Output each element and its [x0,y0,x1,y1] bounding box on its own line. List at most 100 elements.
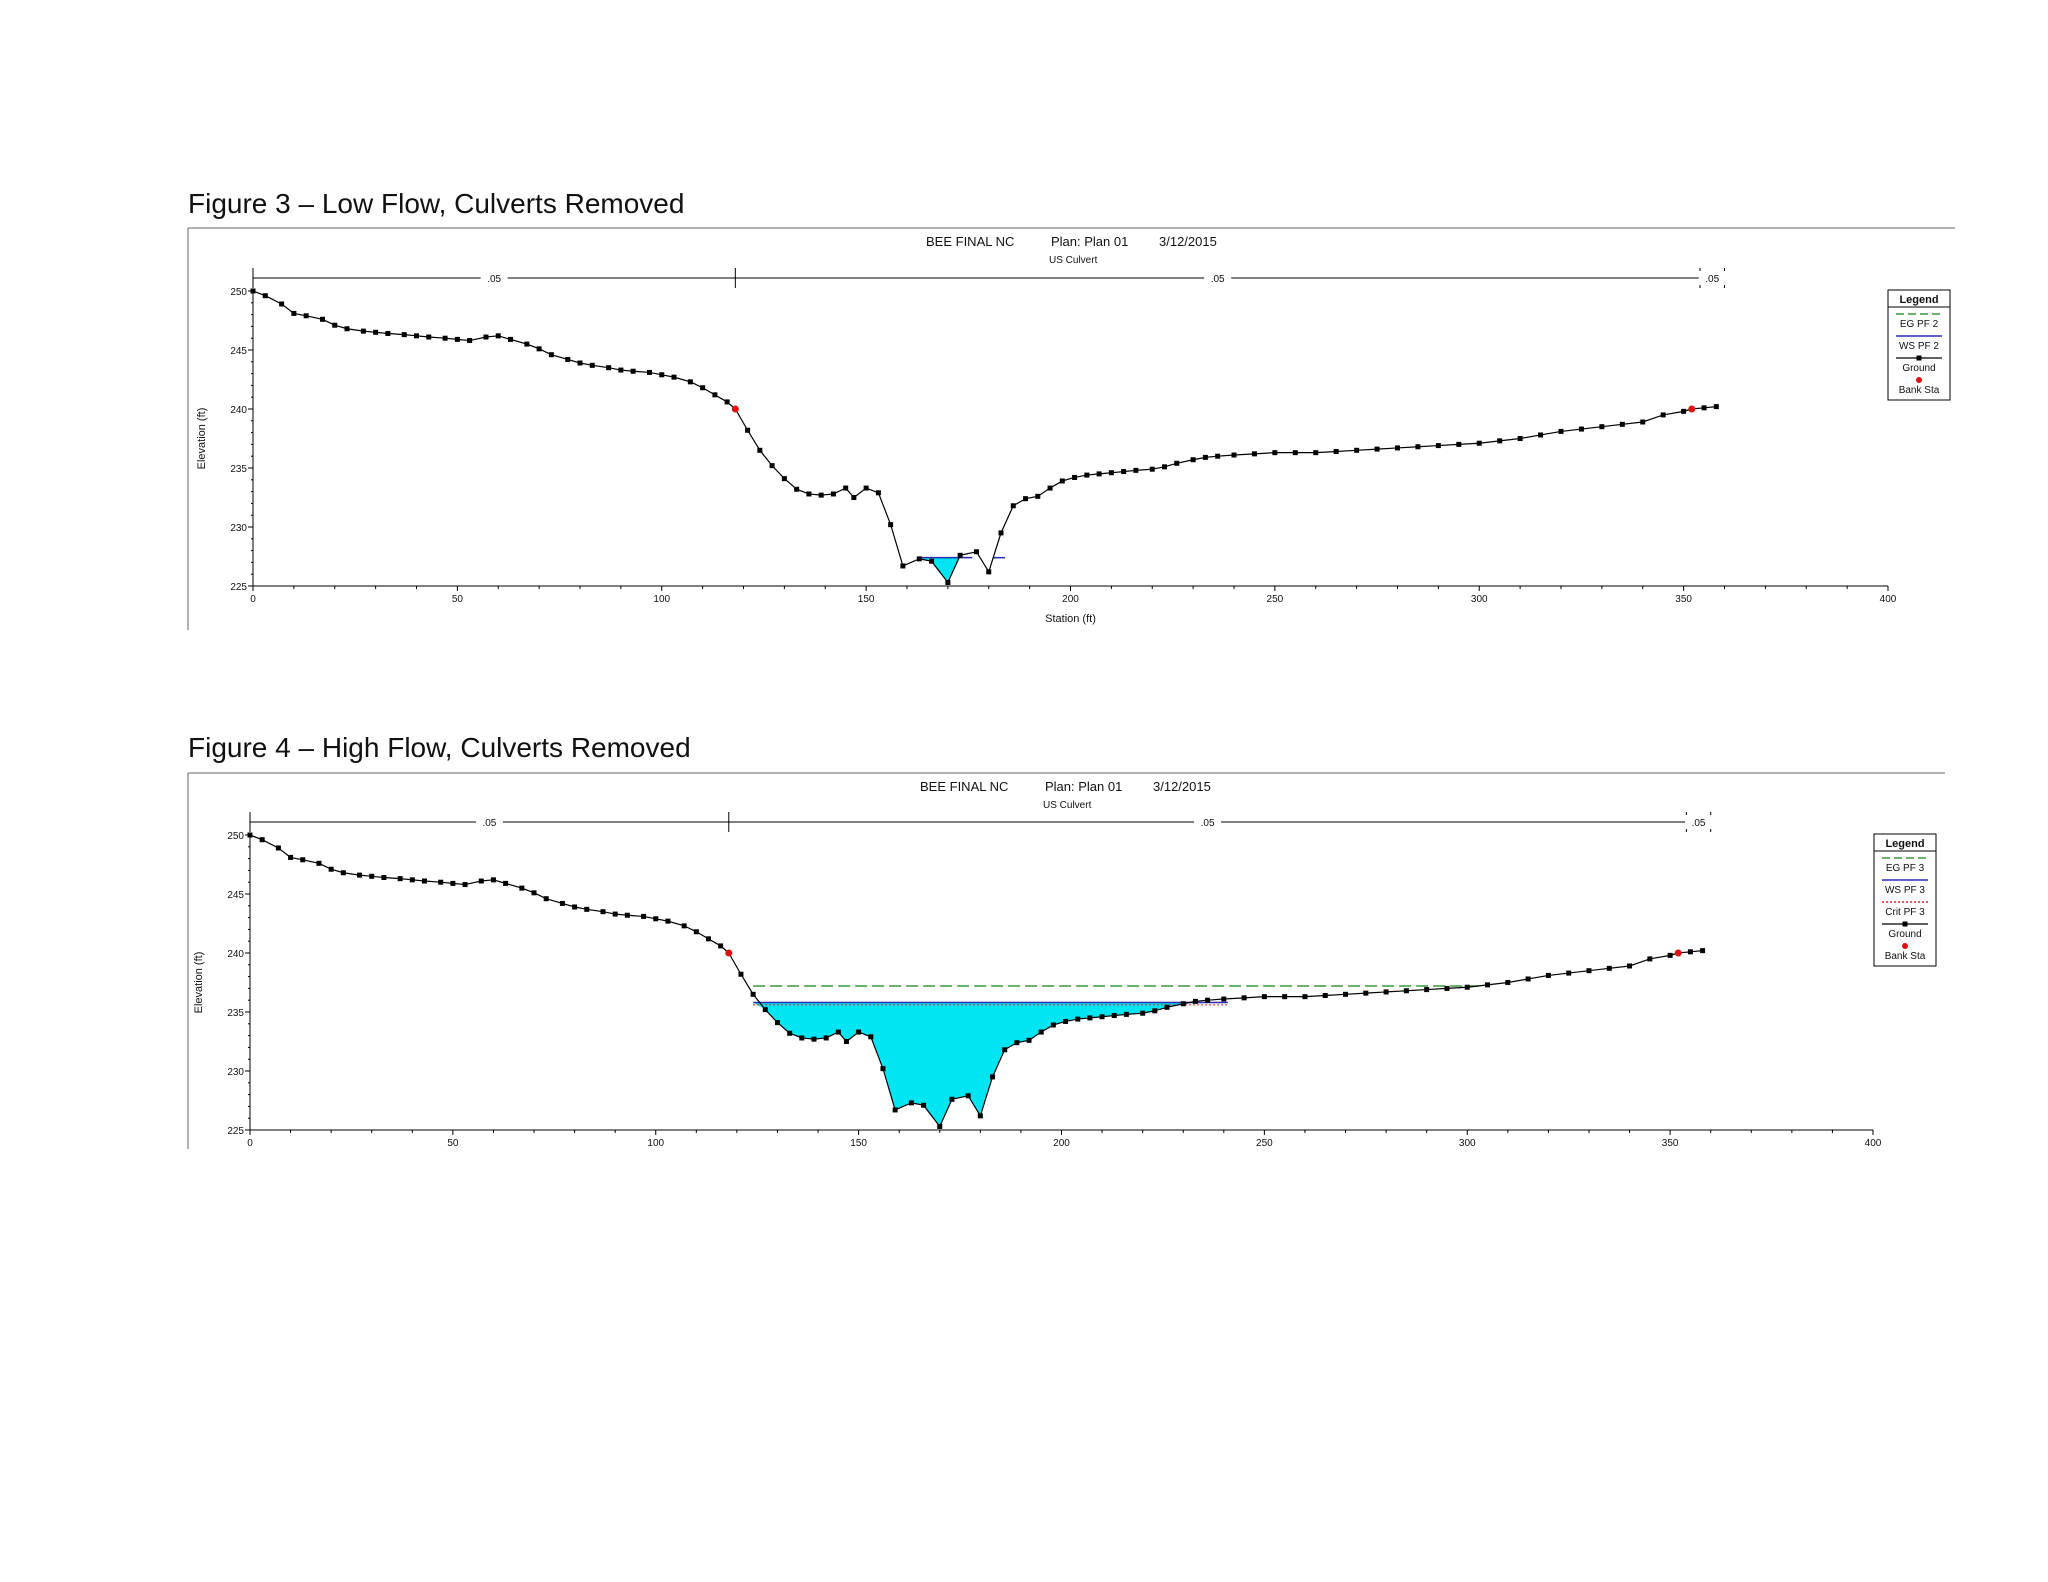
ground-point [1072,474,1078,480]
x-tick-label: 250 [1256,1138,1273,1149]
ground-point [724,399,730,405]
ground-point [543,896,549,902]
ground-point [1545,972,1551,978]
ground-point [835,1029,841,1035]
ground-point [863,485,869,491]
ground-point [641,913,647,919]
manning-label: .05 [482,818,496,829]
ground-point [712,392,718,398]
ground-point [559,900,565,906]
ground-point [986,569,992,575]
ground-point [250,288,256,294]
ground-point [1164,1004,1170,1010]
y-tick-label: 245 [227,890,244,901]
ground-point [774,1020,780,1026]
ground-point [536,346,542,352]
ground-point [823,1035,829,1041]
y-tick-label: 225 [230,582,247,593]
ground-point [1313,450,1319,456]
ground-point [1272,450,1278,456]
ground-point [1444,985,1450,991]
x-tick-label: 300 [1459,1138,1476,1149]
y-tick-label: 230 [227,1067,244,1078]
ground-point [781,476,787,482]
chart-title: BEE FINAL NC [926,234,1014,249]
ground-point [843,485,849,491]
ground-point [279,301,285,307]
ground-point [888,522,894,528]
ground-point [965,1093,971,1099]
chart-plan: Plan: Plan 01 [1045,779,1122,794]
ground-point [949,1096,955,1102]
y-tick-label: 225 [227,1126,244,1137]
y-tick-label: 240 [230,405,247,416]
ground-point [1002,1047,1008,1053]
ground-point [830,491,836,497]
ground-point [794,486,800,492]
legend-item-label: WS PF 3 [1885,885,1925,896]
ground-point [300,857,306,863]
ground-point [1162,464,1168,470]
bank-station-point [725,949,733,957]
ground-point [1010,503,1016,509]
ground-point [1096,471,1102,477]
ground-point [414,333,419,339]
ground-point [762,1007,768,1013]
ground-point [892,1107,898,1113]
ground-point [1713,404,1719,410]
ground-point [1050,1022,1056,1028]
manning-label-bg [480,271,508,285]
ground-point [1087,1015,1093,1021]
ground-point [1047,485,1053,491]
y-tick-label: 250 [230,287,247,298]
ground-point [1333,448,1339,454]
ground-point [478,878,484,884]
ground-point [1558,428,1564,434]
ground-point [1383,989,1389,995]
ground-point [1180,1001,1186,1007]
figure-3-chart: BEE FINAL NC Plan: Plan 01 3/12/2015 US Cul… [187,227,1955,630]
chart-date: 3/12/2015 [1159,234,1217,249]
x-tick-label: 0 [247,1138,253,1149]
ground-point [738,971,744,977]
ground-point [397,876,403,882]
ground-point [262,293,268,299]
ground-point [1687,949,1693,955]
y-tick-label: 250 [227,831,244,842]
ground-point [687,379,693,385]
y-tick-label: 230 [230,523,247,534]
legend-swatch-bank [1902,943,1908,949]
ground-point [1701,405,1707,411]
ground-point [1149,466,1155,472]
ground-point [385,330,391,336]
ground-point [787,1030,793,1036]
ground-point [600,909,606,915]
ground-point [1035,493,1041,499]
ground-point [288,854,294,860]
ground-point [531,890,537,896]
ground-point [665,918,671,924]
ground-point [332,322,338,328]
ground-point [811,1036,817,1042]
ground-point [693,929,699,935]
y-tick-label: 235 [227,1008,244,1019]
ground-point [1415,444,1421,450]
ground-point [1619,421,1625,427]
y-tick-label: 245 [230,346,247,357]
ground-point [357,872,363,878]
ground-point [1485,982,1491,988]
water-fill [753,1002,1228,1127]
ground-point [843,1039,849,1044]
manning-label: .05 [1211,274,1225,285]
ground-point [1261,994,1267,1000]
ground-point [1374,446,1380,452]
ground-point [421,878,427,884]
ground-point [1215,453,1221,459]
legend-swatch-ground-marker [1916,355,1922,361]
ground-point [1538,432,1544,438]
ground-point [1395,445,1400,451]
x-tick-label: 400 [1880,594,1897,605]
ground-point [646,369,652,375]
ground-point [1343,991,1349,997]
ground-point [606,365,612,371]
